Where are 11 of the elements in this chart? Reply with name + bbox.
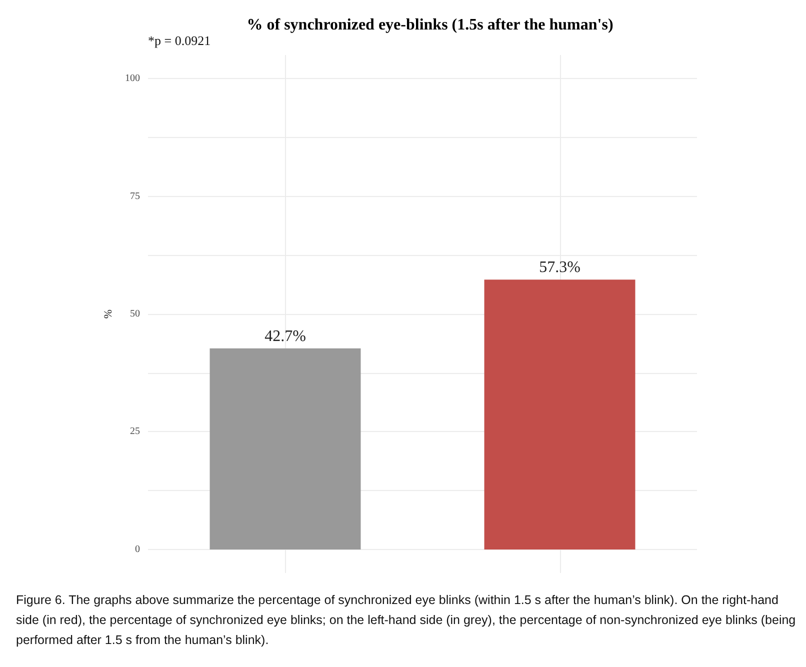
- data-label: 42.7%: [264, 328, 306, 345]
- y-tick-label: 0: [135, 544, 140, 555]
- y-tick-label: 100: [125, 73, 140, 84]
- text: *p = 0.0921: [148, 33, 211, 48]
- caption: Figure 6. The graphs above summarize the percentage of synchronized eye blinks (within 1.5 s after the human’s blink). On the right-hand side (in red), the percentage of synchronized eye blinks; on the left-hand side (in grey), the percentage of non-synchronized eye blinks (being performed after 1.5 s from the human’s blink).: [16, 592, 797, 649]
- y-tick-label: 25: [130, 426, 140, 438]
- y-tick-label: 75: [130, 190, 140, 202]
- data-label: 57.3%: [539, 259, 580, 276]
- chart-title: % of synchronized eye-blinks (1.5s after the human's): [246, 16, 614, 34]
- y-axis-title: %: [102, 309, 115, 319]
- y-tick-label: 50: [130, 308, 140, 320]
